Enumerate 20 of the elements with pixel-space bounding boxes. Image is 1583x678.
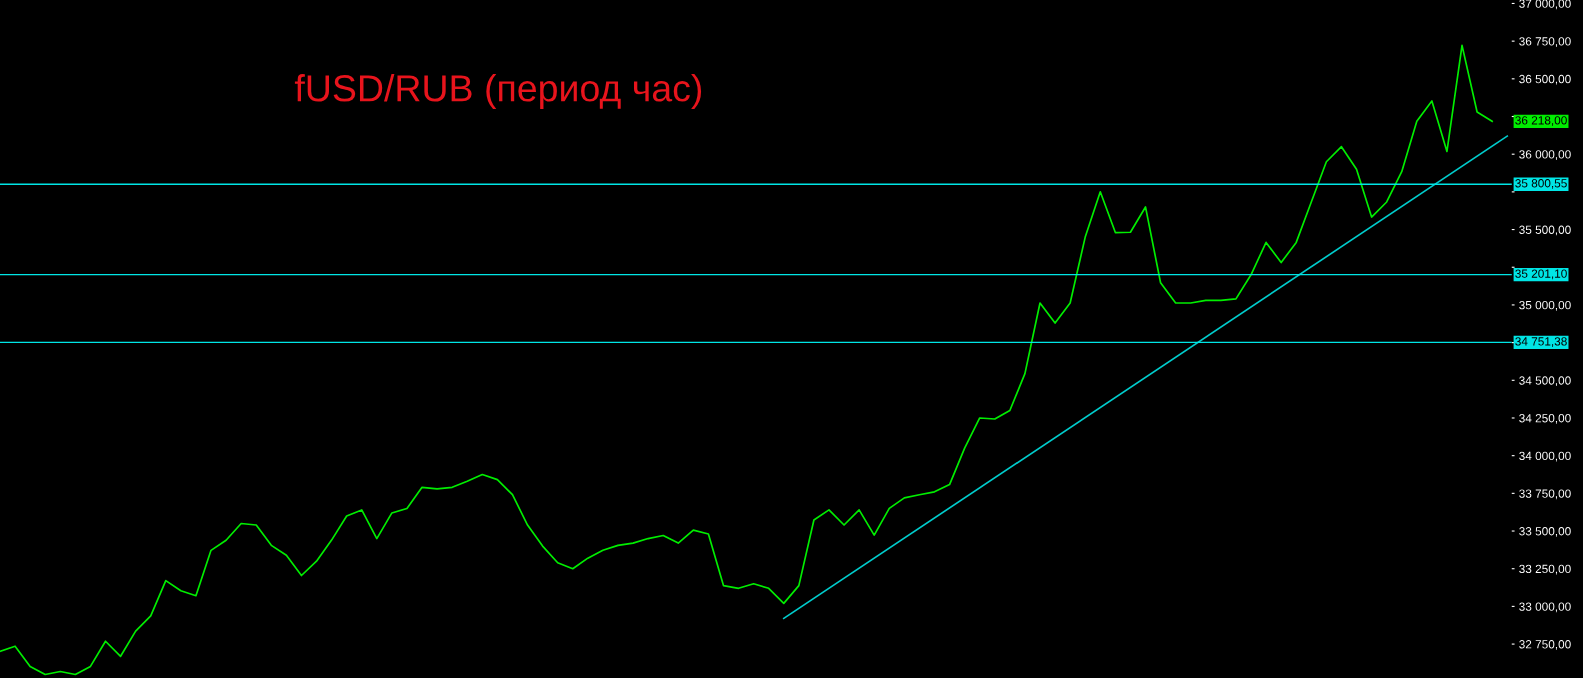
line-series [0, 44, 1494, 676]
y-tick-label: 33 500,00 [1519, 527, 1571, 537]
y-tick-label: 33 000,00 [1519, 602, 1571, 613]
y-tick-label: 32 750,00 [1519, 640, 1571, 650]
ref-line-label: 35 800,55 [1515, 179, 1567, 189]
y-tick-label: 34 250,00 [1519, 414, 1571, 424]
y-tick-label: 37 000,00 [1519, 0, 1571, 10]
y-tick-label: 34 500,00 [1519, 376, 1571, 387]
y-tick-label: 36 000,00 [1519, 150, 1571, 160]
y-tick-label: 33 750,00 [1519, 489, 1571, 500]
y-tick-label: 35 500,00 [1519, 225, 1571, 236]
y-tick-label: 34 000,00 [1519, 451, 1571, 462]
text: 36 218,00 [1515, 116, 1567, 126]
y-tick-label: 35 000,00 [1519, 300, 1571, 311]
ref-line-label: 35 201,10 [1515, 269, 1567, 280]
y-tick-label: 36 500,00 [1519, 74, 1571, 85]
text: fUSD/RUB (период час) [294, 74, 702, 110]
y-tick-label: 36 750,00 [1519, 37, 1571, 47]
y-tick-label: 33 250,00 [1519, 564, 1571, 575]
ref-line-label: 34 751,38 [1515, 337, 1567, 347]
